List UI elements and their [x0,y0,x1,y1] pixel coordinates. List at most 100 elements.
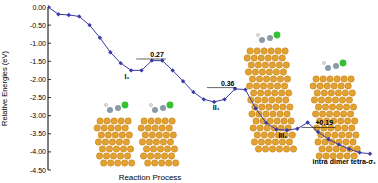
adsorbate-atom [322,61,325,64]
surface-atom [261,48,267,54]
surface-atom [279,55,285,61]
surface-atom [164,146,170,152]
data-point [337,142,341,146]
surface-atom [267,83,273,89]
annotation: 0.36 [221,80,235,87]
surface-atom [249,76,255,82]
surface-atom [115,125,121,131]
surface-atom [331,83,337,89]
surface-atom [333,146,339,152]
surface-atom [167,139,173,145]
surface-atom [325,97,331,103]
adsorbate-atom [267,35,273,41]
chart: 0.00-0.50-1.00-1.50-2.00-2.50-3.00-3.50-… [0,0,378,183]
adsorbate-atom [115,105,121,111]
surface-atom [327,76,333,82]
surface-atom [283,62,289,68]
y-tick-label: -1.50 [30,58,46,65]
surface-atom [349,125,355,131]
surface-atom [124,153,130,159]
surface-atom [258,90,264,96]
data-point [108,50,112,54]
surface-atom [140,153,146,159]
surface-atom [152,125,158,131]
surface-atom [286,139,292,145]
surface-atom [281,118,287,124]
surface-atom [326,146,332,152]
surface-atom [284,111,290,117]
data-point [357,150,361,154]
surface-atom [268,48,274,54]
surface-atom [145,160,151,166]
surface-atom [262,62,268,68]
surface-atom [324,83,330,89]
surface-atom [315,104,321,110]
data-point [87,23,91,27]
surface-atom [280,69,286,75]
barrier-bracket [301,127,335,128]
data-point [129,68,133,72]
data-point [243,87,247,91]
surface-atom [123,139,129,145]
surface-atom [251,139,257,145]
surface-atom [252,69,258,75]
data-point [274,127,278,131]
surface-atom [253,83,259,89]
surface-atom [168,153,174,159]
surface-atom [262,97,268,103]
surface-atom [270,111,276,117]
surface-atom [253,118,259,124]
surface-atom [317,83,323,89]
surface-atom [97,118,103,124]
surface-atom [345,118,351,124]
surface-atom [120,146,126,152]
data-point [264,121,268,125]
surface-atom [102,139,108,145]
data-point [67,13,71,17]
adsorbate-atom [333,63,339,69]
data-point [77,14,81,18]
data-point [326,137,330,141]
surface-atom [274,83,280,89]
surface-atom [256,76,262,82]
surface-atom [147,153,153,159]
surface-atom [265,139,271,145]
surface-atom [335,125,341,131]
surface-atom [276,62,282,68]
surface-atom [284,76,290,82]
data-point [316,130,320,134]
data-point [48,5,50,9]
surface-atom [332,132,338,138]
surface-atom [108,125,114,131]
surface-atom [318,97,324,103]
surface-atom [283,97,289,103]
surface-atom [163,132,169,138]
surface-atom [269,62,275,68]
adsorbate-atom [325,65,331,71]
surface-atom [310,83,316,89]
surface-atom [122,160,128,166]
data-point [191,90,195,94]
surface-atom [311,97,317,103]
surface-atom [263,76,269,82]
surface-atom [334,76,340,82]
surface-atom [347,146,353,152]
y-tick-label: -3.50 [30,130,46,137]
surface-atom [169,118,175,124]
surface-atom [265,55,271,61]
surface-atom [276,97,282,103]
data-point [305,120,309,124]
surface-atom [328,90,334,96]
data-point [347,147,351,151]
surface-atom [99,146,105,152]
adsorbate-atom [160,105,166,111]
adsorbate-atom [256,33,259,36]
surface-atom [345,83,351,89]
x-axis-title: Reaction Process [119,173,182,182]
surface-atom [343,104,349,110]
surface-atom [343,139,349,145]
surface-atom [274,118,280,124]
surface-atom [257,125,263,131]
surface-atom [259,104,265,110]
molecule [244,32,297,153]
